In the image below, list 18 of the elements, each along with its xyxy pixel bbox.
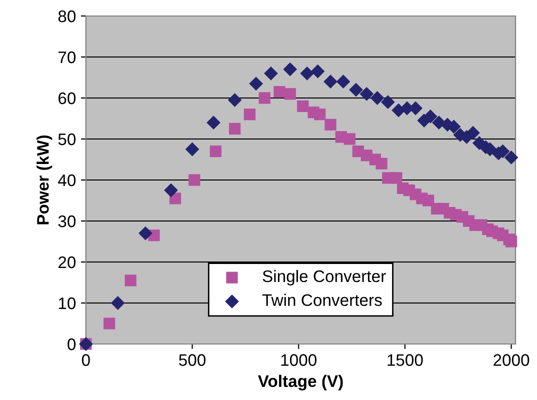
y-tick-label: 70 xyxy=(58,51,76,64)
x-tick-label: 2000 xyxy=(494,354,530,366)
y-tick-label: 30 xyxy=(58,215,76,228)
legend-label: Single Converter xyxy=(262,270,386,286)
legend-label: Twin Converters xyxy=(262,294,382,306)
y-tick-label: 10 xyxy=(58,297,76,310)
y-tick-label: 80 xyxy=(58,10,76,22)
y-tick-label: 0 xyxy=(68,338,76,350)
x-axis-title: Voltage (V) xyxy=(258,374,343,390)
x-tick-label: 500 xyxy=(179,354,206,366)
x-tick-label: 0 xyxy=(82,354,90,366)
x-tick-label: 1000 xyxy=(281,354,316,366)
y-tick-label: 40 xyxy=(58,174,76,186)
y-tick-label: 50 xyxy=(58,133,76,146)
x-tick-label: 1500 xyxy=(388,354,423,366)
y-tick-label: 20 xyxy=(58,256,76,268)
y-tick-label: 60 xyxy=(58,92,76,104)
y-axis-title: Power (kW) xyxy=(36,135,52,224)
